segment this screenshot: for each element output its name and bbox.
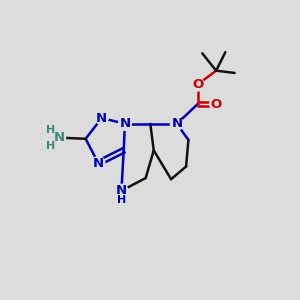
Circle shape (52, 131, 65, 144)
Text: O: O (192, 78, 203, 91)
Text: N: N (53, 131, 64, 144)
Circle shape (95, 112, 108, 124)
Circle shape (118, 117, 131, 130)
Circle shape (115, 184, 128, 197)
Circle shape (191, 78, 204, 91)
Text: N: N (171, 117, 182, 130)
Text: H: H (46, 141, 56, 151)
Text: N: N (96, 112, 107, 124)
Text: N: N (119, 117, 130, 130)
Text: N: N (116, 184, 127, 197)
Circle shape (92, 157, 105, 169)
Text: O: O (211, 98, 222, 111)
Text: N: N (93, 157, 104, 169)
Text: H: H (117, 196, 126, 206)
Circle shape (210, 98, 223, 111)
Circle shape (170, 117, 183, 130)
Text: H: H (46, 124, 56, 135)
